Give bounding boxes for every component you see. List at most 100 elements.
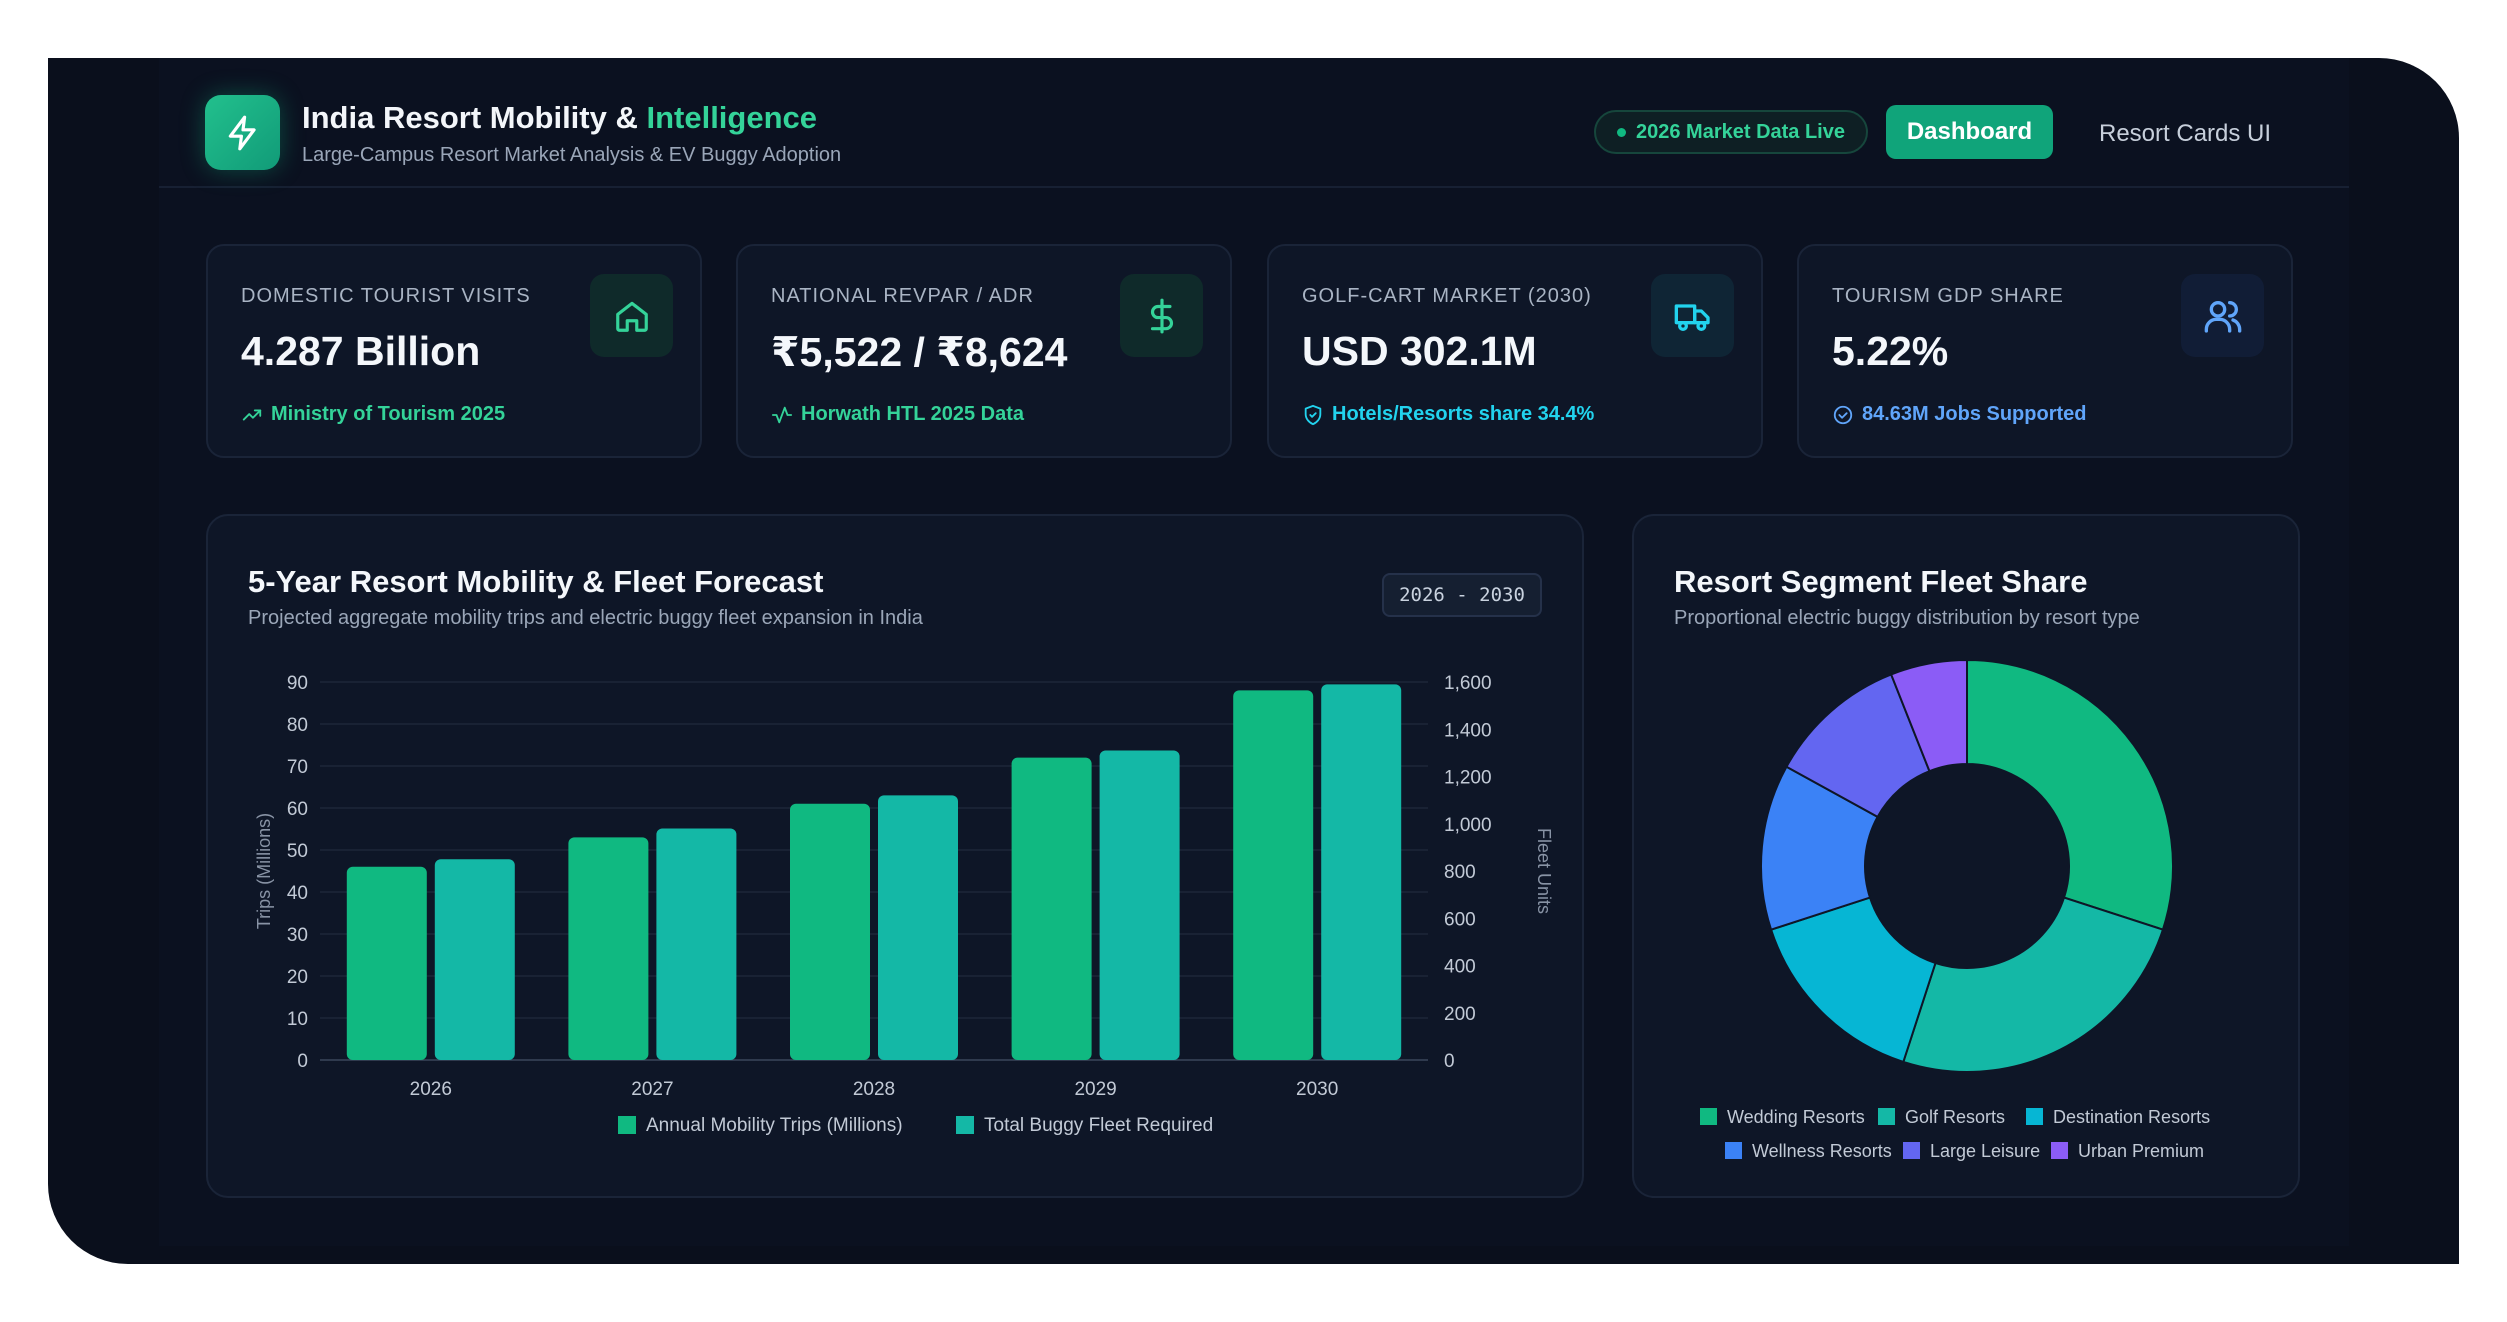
y-tick-label: 90 bbox=[287, 673, 308, 694]
y2-axis-title: Fleet Units bbox=[1534, 828, 1554, 914]
donut-slice bbox=[1760, 765, 1879, 931]
app-window: India Resort Mobility & Intelligence Lar… bbox=[48, 58, 2459, 1264]
check-circle-icon bbox=[1833, 405, 1853, 424]
bar-fleet bbox=[1099, 750, 1180, 1060]
bar-trips bbox=[346, 866, 427, 1060]
legend-label: Wedding Resorts bbox=[1727, 1107, 1865, 1127]
forecast-subtitle: Projected aggregate mobility trips and e… bbox=[248, 607, 923, 629]
y2-tick-label: 600 bbox=[1444, 909, 1476, 930]
bar-fleet bbox=[878, 795, 958, 1060]
y-tick-label: 30 bbox=[287, 925, 308, 946]
dashboard: India Resort Mobility & Intelligence Lar… bbox=[159, 58, 2349, 1246]
legend-swatch bbox=[618, 1116, 636, 1134]
nav-resort-cards-link[interactable]: Resort Cards UI bbox=[2099, 120, 2272, 147]
kpi-value: USD 302.1M bbox=[1302, 328, 1537, 374]
donut-chart: Wedding Resorts Golf Resorts Destination R… bbox=[1700, 658, 2210, 1161]
lightning-icon bbox=[205, 95, 280, 170]
y-axis-title: Trips (Millions) bbox=[254, 813, 274, 929]
bar-fleet bbox=[1321, 684, 1402, 1060]
kpi-card-revpar-adr: NATIONAL REVPAR / ADR ₹5,522 / ₹8,624 Ho… bbox=[736, 244, 1232, 458]
kpi-label: NATIONAL REVPAR / ADR bbox=[771, 285, 1034, 307]
legend-swatch bbox=[1700, 1108, 1717, 1125]
kpi-footnote-text: 84.63M Jobs Supported bbox=[1862, 403, 2087, 425]
kpi-card-tourist-visits: DOMESTIC TOURIST VISITS 4.287 Billion Mi… bbox=[206, 244, 702, 458]
legend-label: Large Leisure bbox=[1930, 1141, 2040, 1161]
y2-tick-label: 1,200 bbox=[1444, 768, 1492, 789]
y2-tick-label: 1,000 bbox=[1444, 815, 1492, 836]
kpi-card-tourism-gdp: TOURISM GDP SHARE 5.22% 84.63M Jobs Supp… bbox=[1797, 244, 2293, 458]
kpi-value: 5.22% bbox=[1832, 328, 1949, 374]
legend-swatch bbox=[1903, 1142, 1920, 1159]
legend-label: Annual Mobility Trips (Millions) bbox=[646, 1115, 903, 1136]
dollar-icon bbox=[1120, 274, 1203, 357]
x-tick-label: 2028 bbox=[853, 1079, 895, 1100]
legend-swatch bbox=[1725, 1142, 1742, 1159]
kpi-label: GOLF-CART MARKET (2030) bbox=[1302, 285, 1592, 307]
kpi-footnote-text: Horwath HTL 2025 Data bbox=[801, 403, 1025, 425]
kpi-footnote: 84.63M Jobs Supported bbox=[1832, 403, 2087, 426]
kpi-label: DOMESTIC TOURIST VISITS bbox=[241, 285, 531, 307]
users-icon bbox=[2181, 274, 2264, 357]
app-title: India Resort Mobility & Intelligence bbox=[302, 100, 817, 136]
bar-trips bbox=[568, 837, 649, 1060]
forecast-title: 5-Year Resort Mobility & Fleet Forecast bbox=[248, 564, 824, 599]
donut-slice bbox=[1889, 658, 1968, 773]
x-tick-label: 2026 bbox=[410, 1079, 452, 1100]
x-tick-label: 2030 bbox=[1296, 1079, 1338, 1100]
y-tick-label: 0 bbox=[297, 1051, 308, 1072]
forecast-panel: 5-Year Resort Mobility & Fleet Forecast … bbox=[206, 514, 1584, 1198]
legend-label: Destination Resorts bbox=[2053, 1107, 2210, 1127]
y2-tick-label: 0 bbox=[1444, 1051, 1455, 1072]
bar-chart: 010203040506070809002004006008001,0001,2… bbox=[254, 673, 1554, 1136]
bar-fleet bbox=[656, 828, 737, 1060]
y-tick-label: 10 bbox=[287, 1009, 308, 1030]
live-data-badge: 2026 Market Data Live bbox=[1594, 110, 1868, 154]
app-title-main: India Resort Mobility & bbox=[302, 100, 647, 135]
truck-icon bbox=[1651, 274, 1734, 357]
donut-slice bbox=[1769, 896, 1937, 1064]
x-tick-label: 2029 bbox=[1074, 1079, 1116, 1100]
kpi-label: TOURISM GDP SHARE bbox=[1832, 285, 2064, 307]
legend-label: Urban Premium bbox=[2078, 1141, 2204, 1161]
donut-slice bbox=[1902, 896, 2165, 1073]
y-tick-label: 20 bbox=[287, 967, 308, 988]
date-range-pill[interactable]: 2026 - 2030 bbox=[1382, 573, 1542, 617]
segment-panel: Resort Segment Fleet Share Proportional … bbox=[1632, 514, 2300, 1198]
legend-label: Golf Resorts bbox=[1905, 1107, 2005, 1127]
app-title-accent: Intelligence bbox=[646, 100, 818, 135]
legend-swatch bbox=[2026, 1108, 2043, 1125]
kpi-footnote: Horwath HTL 2025 Data bbox=[771, 403, 1024, 426]
bar-trips bbox=[1011, 757, 1092, 1060]
x-tick-label: 2027 bbox=[631, 1079, 673, 1100]
live-data-label: 2026 Market Data Live bbox=[1635, 120, 1845, 143]
nav-dashboard-button[interactable]: Dashboard bbox=[1886, 105, 2053, 159]
activity-icon bbox=[771, 406, 793, 423]
kpi-value: ₹5,522 / ₹8,624 bbox=[771, 329, 1068, 375]
y-tick-label: 70 bbox=[287, 757, 308, 778]
y2-tick-label: 200 bbox=[1444, 1004, 1476, 1025]
legend-swatch bbox=[2051, 1142, 2068, 1159]
kpi-footnote-text: Ministry of Tourism 2025 bbox=[271, 403, 506, 425]
y2-tick-label: 400 bbox=[1444, 957, 1476, 978]
y2-tick-label: 1,600 bbox=[1444, 673, 1492, 694]
y-tick-label: 40 bbox=[287, 883, 308, 904]
home-icon bbox=[590, 274, 673, 357]
app-subtitle: Large-Campus Resort Market Analysis & EV… bbox=[302, 144, 842, 166]
shield-check-icon bbox=[1304, 404, 1322, 425]
legend-label: Total Buggy Fleet Required bbox=[984, 1115, 1213, 1136]
y-tick-label: 50 bbox=[287, 841, 308, 862]
y2-tick-label: 1,400 bbox=[1444, 720, 1492, 741]
kpi-footnote-text: Hotels/Resorts share 34.4% bbox=[1332, 403, 1595, 425]
y2-tick-label: 800 bbox=[1444, 862, 1476, 883]
donut-slice bbox=[1966, 658, 2174, 931]
kpi-footnote: Ministry of Tourism 2025 bbox=[241, 403, 505, 426]
kpi-footnote: Hotels/Resorts share 34.4% bbox=[1302, 403, 1594, 426]
segment-title: Resort Segment Fleet Share bbox=[1674, 564, 2088, 599]
legend-swatch bbox=[1878, 1108, 1895, 1125]
legend-swatch bbox=[956, 1116, 974, 1134]
kpi-card-golf-cart-market: GOLF-CART MARKET (2030) USD 302.1M Hotel… bbox=[1267, 244, 1763, 458]
top-bar: India Resort Mobility & Intelligence Lar… bbox=[159, 58, 2349, 188]
y-tick-label: 60 bbox=[287, 799, 308, 820]
bar-fleet bbox=[434, 859, 515, 1060]
legend-label: Wellness Resorts bbox=[1752, 1141, 1892, 1161]
